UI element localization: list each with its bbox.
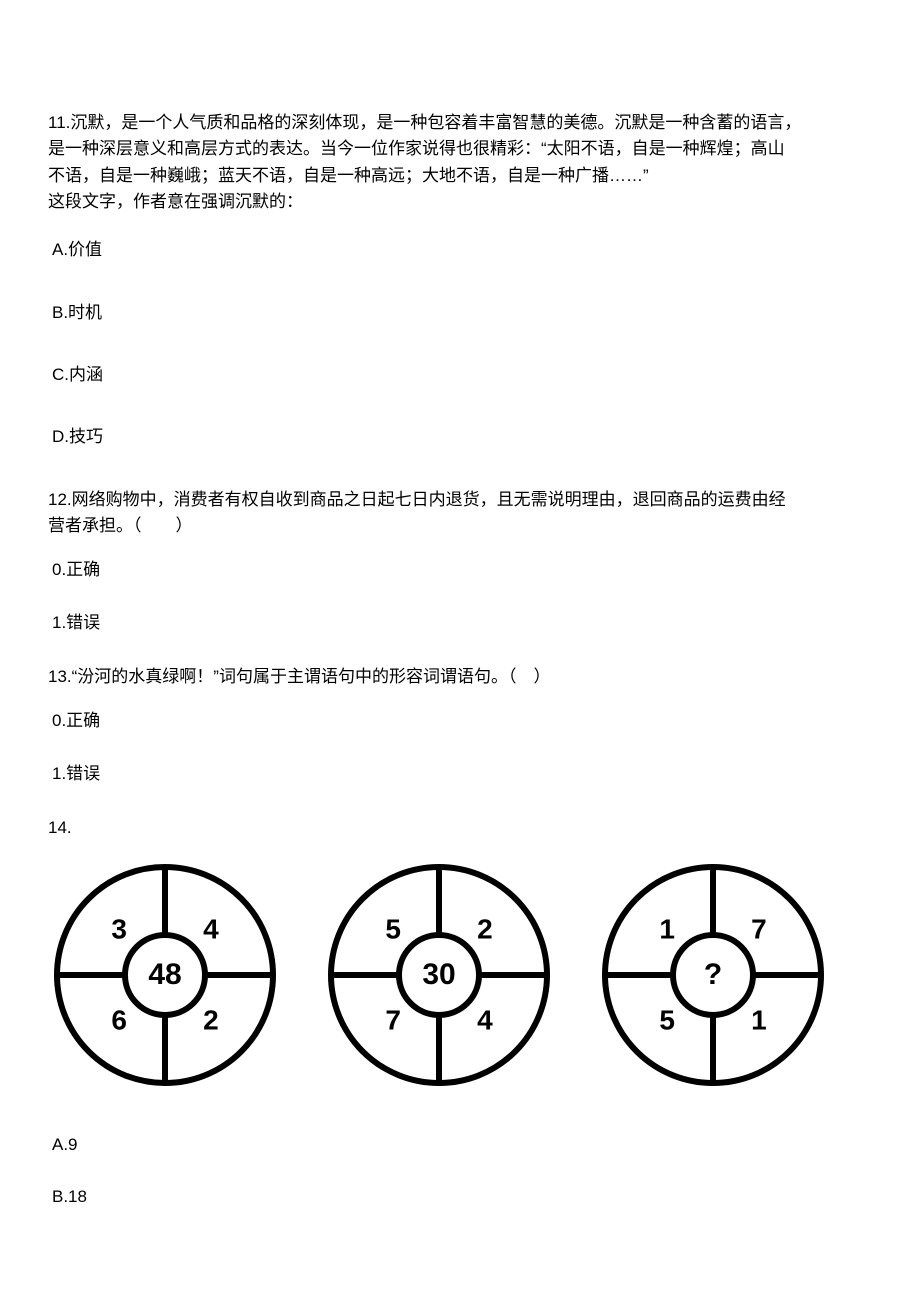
circle-diagram-3: 1 7 5 1? — [598, 860, 828, 1090]
circle-diagram-1: 3 4 6 2 48 — [50, 860, 280, 1090]
quad-bottom-left: 5 — [659, 999, 675, 1042]
q11-stem-line: 不语，自是一种巍峨；蓝天不语，自是一种高远；大地不语，自是一种广播……” — [48, 163, 872, 189]
q11-stem: 11.沉默，是一个人气质和品格的深刻体现，是一种包容着丰富智慧的美德。沉默是一种… — [48, 110, 872, 215]
center-value: ? — [704, 951, 722, 998]
quad-bottom-right: 2 — [203, 999, 219, 1042]
quad-bottom-right: 4 — [477, 999, 493, 1042]
q12-stem-line: 12.网络购物中，消费者有权自收到商品之日起七日内退货，且无需说明理由，退回商品… — [48, 487, 872, 513]
q11-stem-line: 这段文字，作者意在强调沉默的： — [48, 189, 872, 215]
q13-option-1[interactable]: 1.错误 — [48, 761, 872, 787]
q11-stem-line: 是一种深层意义和高层方式的表达。当今一位作家说得也很精彩：“太阳不语，自是一种辉… — [48, 136, 872, 162]
question-12: 12.网络购物中，消费者有权自收到商品之日起七日内退货，且无需说明理由，退回商品… — [48, 487, 872, 636]
q11-stem-line: 11.沉默，是一个人气质和品格的深刻体现，是一种包容着丰富智慧的美德。沉默是一种… — [48, 110, 872, 136]
q12-option-1[interactable]: 1.错误 — [48, 610, 872, 636]
q13-stem: 13.“汾河的水真绿啊！”词句属于主谓语句中的形容词谓语句。（ ） — [48, 664, 872, 690]
quad-top-right: 4 — [203, 907, 219, 950]
q14-option-b[interactable]: B.18 — [48, 1184, 872, 1210]
quad-top-right: 7 — [751, 907, 767, 950]
quad-bottom-right: 1 — [751, 999, 767, 1042]
q12-stem-line: 营者承担。（ ） — [48, 513, 872, 539]
q14-option-a[interactable]: A.9 — [48, 1132, 872, 1158]
q14-number: 14. — [48, 815, 872, 841]
q11-option-c[interactable]: C.内涵 — [48, 362, 872, 388]
quad-top-left: 5 — [385, 907, 401, 950]
question-13: 13.“汾河的水真绿啊！”词句属于主谓语句中的形容词谓语句。（ ） 0.正确 1… — [48, 664, 872, 787]
quad-top-right: 2 — [477, 907, 493, 950]
q14-circles-row: 3 4 6 2 48 5 2 7 4 30 1 7 5 1? — [50, 860, 872, 1090]
center-value: 30 — [422, 951, 455, 998]
q12-stem: 12.网络购物中，消费者有权自收到商品之日起七日内退货，且无需说明理由，退回商品… — [48, 487, 872, 540]
quad-bottom-left: 7 — [385, 999, 401, 1042]
circle-diagram-2: 5 2 7 4 30 — [324, 860, 554, 1090]
q11-option-d[interactable]: D.技巧 — [48, 424, 872, 450]
quad-top-left: 1 — [659, 907, 675, 950]
center-value: 48 — [148, 951, 181, 998]
quad-top-left: 3 — [111, 907, 127, 950]
q11-option-a[interactable]: A.价值 — [48, 237, 872, 263]
q13-option-0[interactable]: 0.正确 — [48, 708, 872, 734]
q11-option-b[interactable]: B.时机 — [48, 300, 872, 326]
question-11: 11.沉默，是一个人气质和品格的深刻体现，是一种包容着丰富智慧的美德。沉默是一种… — [48, 110, 872, 451]
q12-option-0[interactable]: 0.正确 — [48, 557, 872, 583]
question-14: 14. 3 4 6 2 48 5 2 7 4 30 1 7 5 1? A.9 B.18 — [48, 815, 872, 1210]
quad-bottom-left: 6 — [111, 999, 127, 1042]
